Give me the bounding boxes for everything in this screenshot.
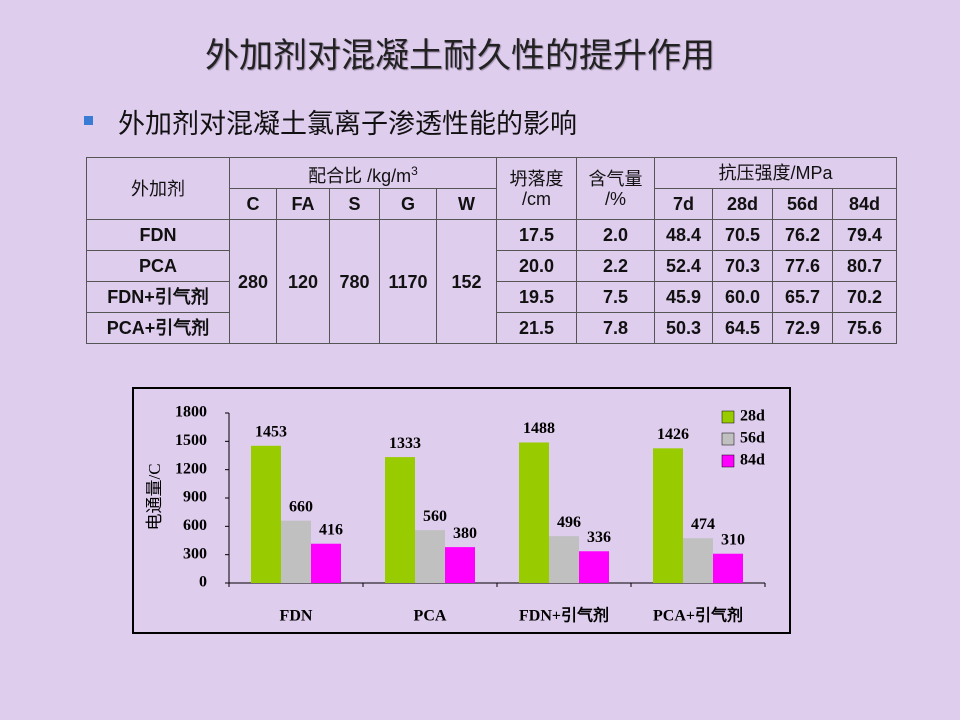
strength-cell: 64.5 [712, 312, 773, 344]
header-text: /% [604, 188, 626, 209]
header-text: /cm [522, 188, 551, 209]
header-text: 坍落度 [509, 168, 564, 189]
value-label: 416 [319, 521, 343, 538]
y-tick-label: 600 [183, 517, 207, 534]
table-row: PCA 20.0 2.2 52.4 70.3 77.6 80.7 [86, 250, 897, 282]
strength-cell: 80.7 [832, 250, 897, 282]
mix-table: 外加剂 配合比 /kg/m3 坍落度/cm 含气量/% 抗压强度/MPa C FA… [86, 157, 897, 344]
strength-cell: 48.4 [654, 219, 713, 251]
mix-cell: 152 [436, 219, 497, 344]
header-cell: 外加剂 [86, 157, 230, 220]
bar [519, 442, 549, 583]
y-tick-label: 1500 [175, 432, 207, 449]
header-cell: 抗压强度/MPa [654, 157, 897, 189]
bar [683, 538, 713, 583]
strength-cell: 65.7 [772, 281, 833, 313]
header-text: 配合比 /kg/m [308, 165, 412, 186]
x-tick-label: PCA+引气剂 [653, 606, 743, 625]
bar [445, 547, 475, 583]
value-label: 380 [453, 525, 477, 542]
slump-cell: 21.5 [496, 312, 577, 344]
bar [713, 553, 743, 583]
legend-label: 84d [740, 452, 765, 469]
air-cell: 2.0 [576, 219, 655, 251]
bar [653, 448, 683, 583]
bar [281, 520, 311, 583]
legend-label: 56d [740, 430, 765, 447]
header-text: 含气量 [588, 168, 643, 189]
strength-cell: 70.2 [832, 281, 897, 313]
strength-cell: 72.9 [772, 312, 833, 344]
air-cell: 7.8 [576, 312, 655, 344]
bar [579, 551, 609, 583]
mix-cell: 1170 [379, 219, 437, 344]
bar [251, 445, 281, 583]
y-tick-label: 1800 [175, 404, 207, 421]
x-tick-label: FDN [280, 608, 313, 625]
value-label: 310 [721, 531, 745, 548]
table-row: FDN 280 120 780 1170 152 17.5 2.0 48.4 70.5 76.2 79… [86, 219, 897, 344]
table-row: PCA+引气剂 21.5 7.8 50.3 64.5 72.9 75.6 [86, 312, 897, 344]
x-tick-label: FDN+引气剂 [519, 606, 609, 625]
strength-cell: 79.4 [832, 219, 897, 251]
air-cell: 2.2 [576, 250, 655, 282]
legend-swatch [721, 454, 735, 468]
slide-title: 外加剂对混凝土耐久性的提升作用 [205, 36, 715, 76]
value-label: 1333 [389, 435, 421, 452]
value-label: 560 [423, 508, 447, 525]
value-label: 1426 [657, 426, 689, 443]
row-label: PCA+引气剂 [86, 312, 230, 344]
value-label: 336 [587, 529, 611, 546]
value-label: 1453 [255, 423, 287, 440]
mix-cell: 120 [276, 219, 330, 344]
bullet-text: 外加剂对混凝土氯离子渗透性能的影响 [118, 109, 577, 140]
legend-label: 28d [740, 408, 765, 425]
header-cell: S [329, 188, 380, 220]
bar [311, 543, 341, 583]
y-tick-label: 300 [183, 545, 207, 562]
bar [385, 457, 415, 583]
header-cell: 7d [654, 188, 713, 220]
legend-swatch [721, 410, 735, 424]
table-body: FDN 280 120 780 1170 152 17.5 2.0 48.4 70.5 76.2 79… [86, 219, 897, 344]
value-label: 474 [691, 516, 715, 533]
y-axis-label: 电通量/C [145, 463, 164, 530]
row-label: PCA [86, 250, 230, 282]
strength-cell: 52.4 [654, 250, 713, 282]
bar [415, 530, 445, 583]
header-cell: 坍落度/cm [496, 157, 577, 220]
header-cell: 含气量/% [576, 157, 655, 220]
value-label: 496 [557, 514, 581, 531]
row-label: FDN+引气剂 [86, 281, 230, 313]
y-tick-label: 900 [183, 489, 207, 506]
strength-cell: 50.3 [654, 312, 713, 344]
x-tick-label: PCA [414, 608, 447, 625]
value-label: 1488 [523, 420, 555, 437]
value-label: 660 [289, 498, 313, 515]
y-tick-label: 1200 [175, 460, 207, 477]
strength-cell: 45.9 [654, 281, 713, 313]
header-sup: 3 [411, 163, 418, 178]
header-cell: 配合比 /kg/m3 [229, 157, 497, 189]
legend-swatch [721, 432, 735, 446]
bar [549, 536, 579, 583]
strength-cell: 75.6 [832, 312, 897, 344]
bullet-marker [84, 116, 93, 125]
header-cell: G [379, 188, 437, 220]
slump-cell: 17.5 [496, 219, 577, 251]
y-tick-label: 0 [199, 574, 207, 591]
chart-frame [132, 387, 791, 634]
